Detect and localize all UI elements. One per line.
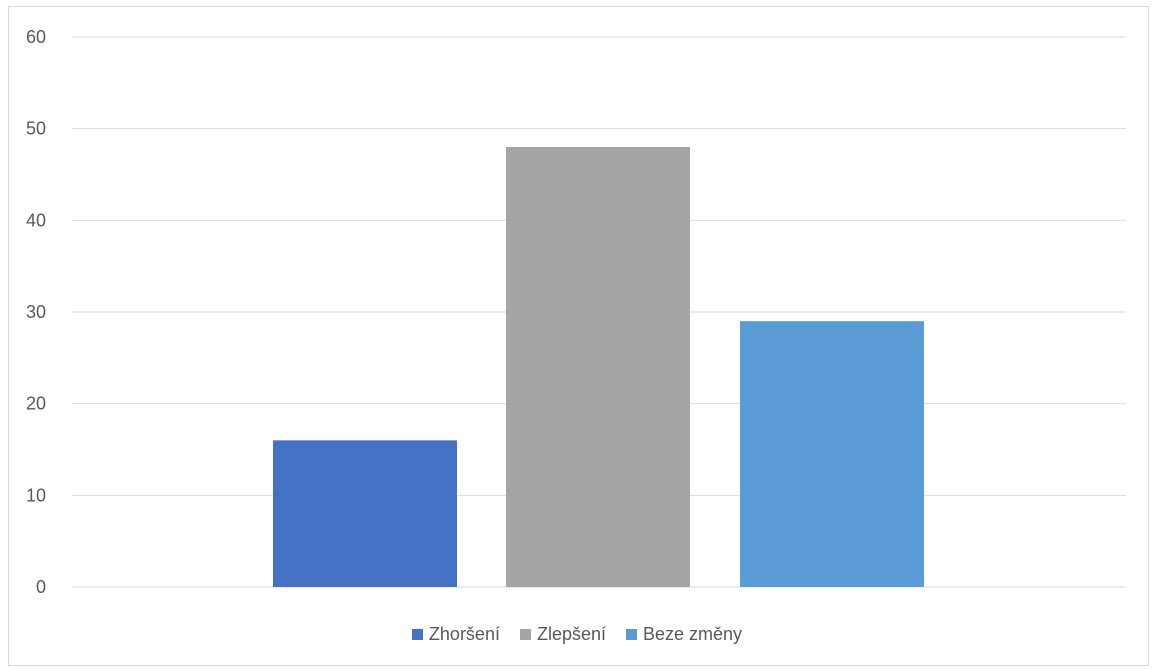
legend-swatch xyxy=(411,629,423,640)
y-tick-label: 50 xyxy=(26,119,46,139)
y-tick-label: 0 xyxy=(36,577,46,597)
legend-swatch xyxy=(519,629,531,640)
legend-item-beze-zmeny: Beze změny xyxy=(626,624,742,645)
y-tick-label: 10 xyxy=(26,485,46,505)
bar-zlepšení xyxy=(506,147,690,587)
y-tick-label: 20 xyxy=(26,394,46,414)
y-tick-label: 40 xyxy=(26,210,46,230)
y-tick-label: 30 xyxy=(26,302,46,322)
legend-label: Zhoršení xyxy=(428,624,500,644)
legend-label: Beze změny xyxy=(643,624,743,644)
bar-beze-změny xyxy=(740,321,924,587)
y-tick-label: 60 xyxy=(26,27,46,47)
legend-swatch xyxy=(626,629,638,640)
legend-item-zhorseni: Zhoršení xyxy=(411,624,500,645)
legend-label: Zlepšení xyxy=(536,624,607,644)
legend-item-zlepseni: Zlepšení xyxy=(519,624,607,645)
bar-zhoršení xyxy=(273,440,457,587)
legend: Zhoršení Zlepšení Beze změny xyxy=(0,624,1154,645)
